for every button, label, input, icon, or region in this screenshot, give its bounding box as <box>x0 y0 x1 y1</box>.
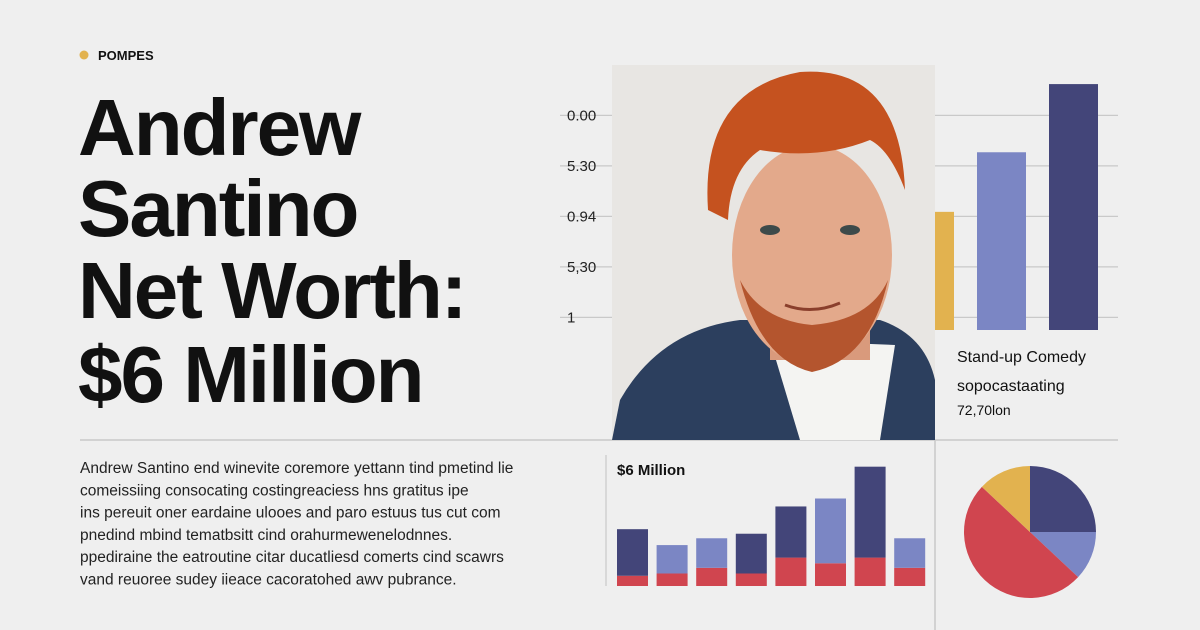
portrait <box>612 65 935 440</box>
tag: POMPES <box>98 48 154 63</box>
face <box>732 145 892 365</box>
bar <box>977 152 1026 330</box>
chart-title: $6 Million <box>617 462 685 479</box>
annotation: sopocastaating <box>957 378 1065 395</box>
bottom-chart: $6 Million <box>605 455 926 586</box>
pie-slice <box>981 466 1030 532</box>
bar-segment <box>656 573 688 586</box>
hair <box>707 71 905 220</box>
bar-segment <box>815 563 846 586</box>
body-line: vand reuoree sudey iieace cacoratohed aw… <box>80 572 457 589</box>
beard <box>740 280 888 372</box>
pie-slice <box>964 486 1079 598</box>
body-text: Andrew Santino end winevite coremore yet… <box>80 460 513 589</box>
bar-segment <box>775 506 807 558</box>
y-tick-label: 5.30 <box>567 158 596 175</box>
body-line: pnedind mbind tematbsitt cind orahurmewe… <box>80 527 452 544</box>
y-tick-label: 0.00 <box>567 107 596 124</box>
bar-segment <box>696 567 728 586</box>
bar-segment <box>696 538 728 568</box>
y-tick-label: 1 <box>567 309 575 326</box>
tag-dot <box>79 50 89 60</box>
pie-slice <box>1030 532 1096 578</box>
bar-segment <box>617 575 648 586</box>
title-line: Net Worth: <box>78 246 465 335</box>
body-line: ins pereuit oner eardaine ulooes and par… <box>80 505 500 522</box>
title-line: $6 Million <box>78 330 423 419</box>
y-tick-label: 0.94 <box>567 208 596 225</box>
eye <box>760 225 780 235</box>
annotation: Stand-up Comedy <box>957 349 1086 366</box>
caption: Stand-up Comedy sopocastaating 72,70lon <box>957 349 1086 418</box>
y-tick-label: 5,30 <box>567 259 596 276</box>
body-line: Andrew Santino end winevite coremore yet… <box>80 460 513 477</box>
mouth <box>784 301 841 311</box>
title-line: Andrew <box>78 83 362 172</box>
bar-segment <box>617 529 648 576</box>
bar <box>1049 84 1098 330</box>
body-line: comeissiing consocating costingreaciess … <box>80 482 469 499</box>
pie-slice <box>1030 466 1096 532</box>
bar-segment <box>894 538 926 568</box>
bar-segment <box>735 533 767 574</box>
bar-segment <box>735 573 767 586</box>
body-line: ppediraine the eatroutine citar ducatlie… <box>80 549 504 566</box>
bar-segment <box>775 557 807 586</box>
pie-chart <box>964 466 1096 598</box>
bar-segment <box>854 557 886 586</box>
title-line: Santino <box>78 164 357 253</box>
bar-segment <box>815 498 846 564</box>
bar-segment <box>894 567 926 586</box>
eye <box>840 225 860 235</box>
annotation: 72,70lon <box>957 402 1011 418</box>
bar-segment <box>656 545 688 574</box>
bar-segment <box>854 466 886 558</box>
